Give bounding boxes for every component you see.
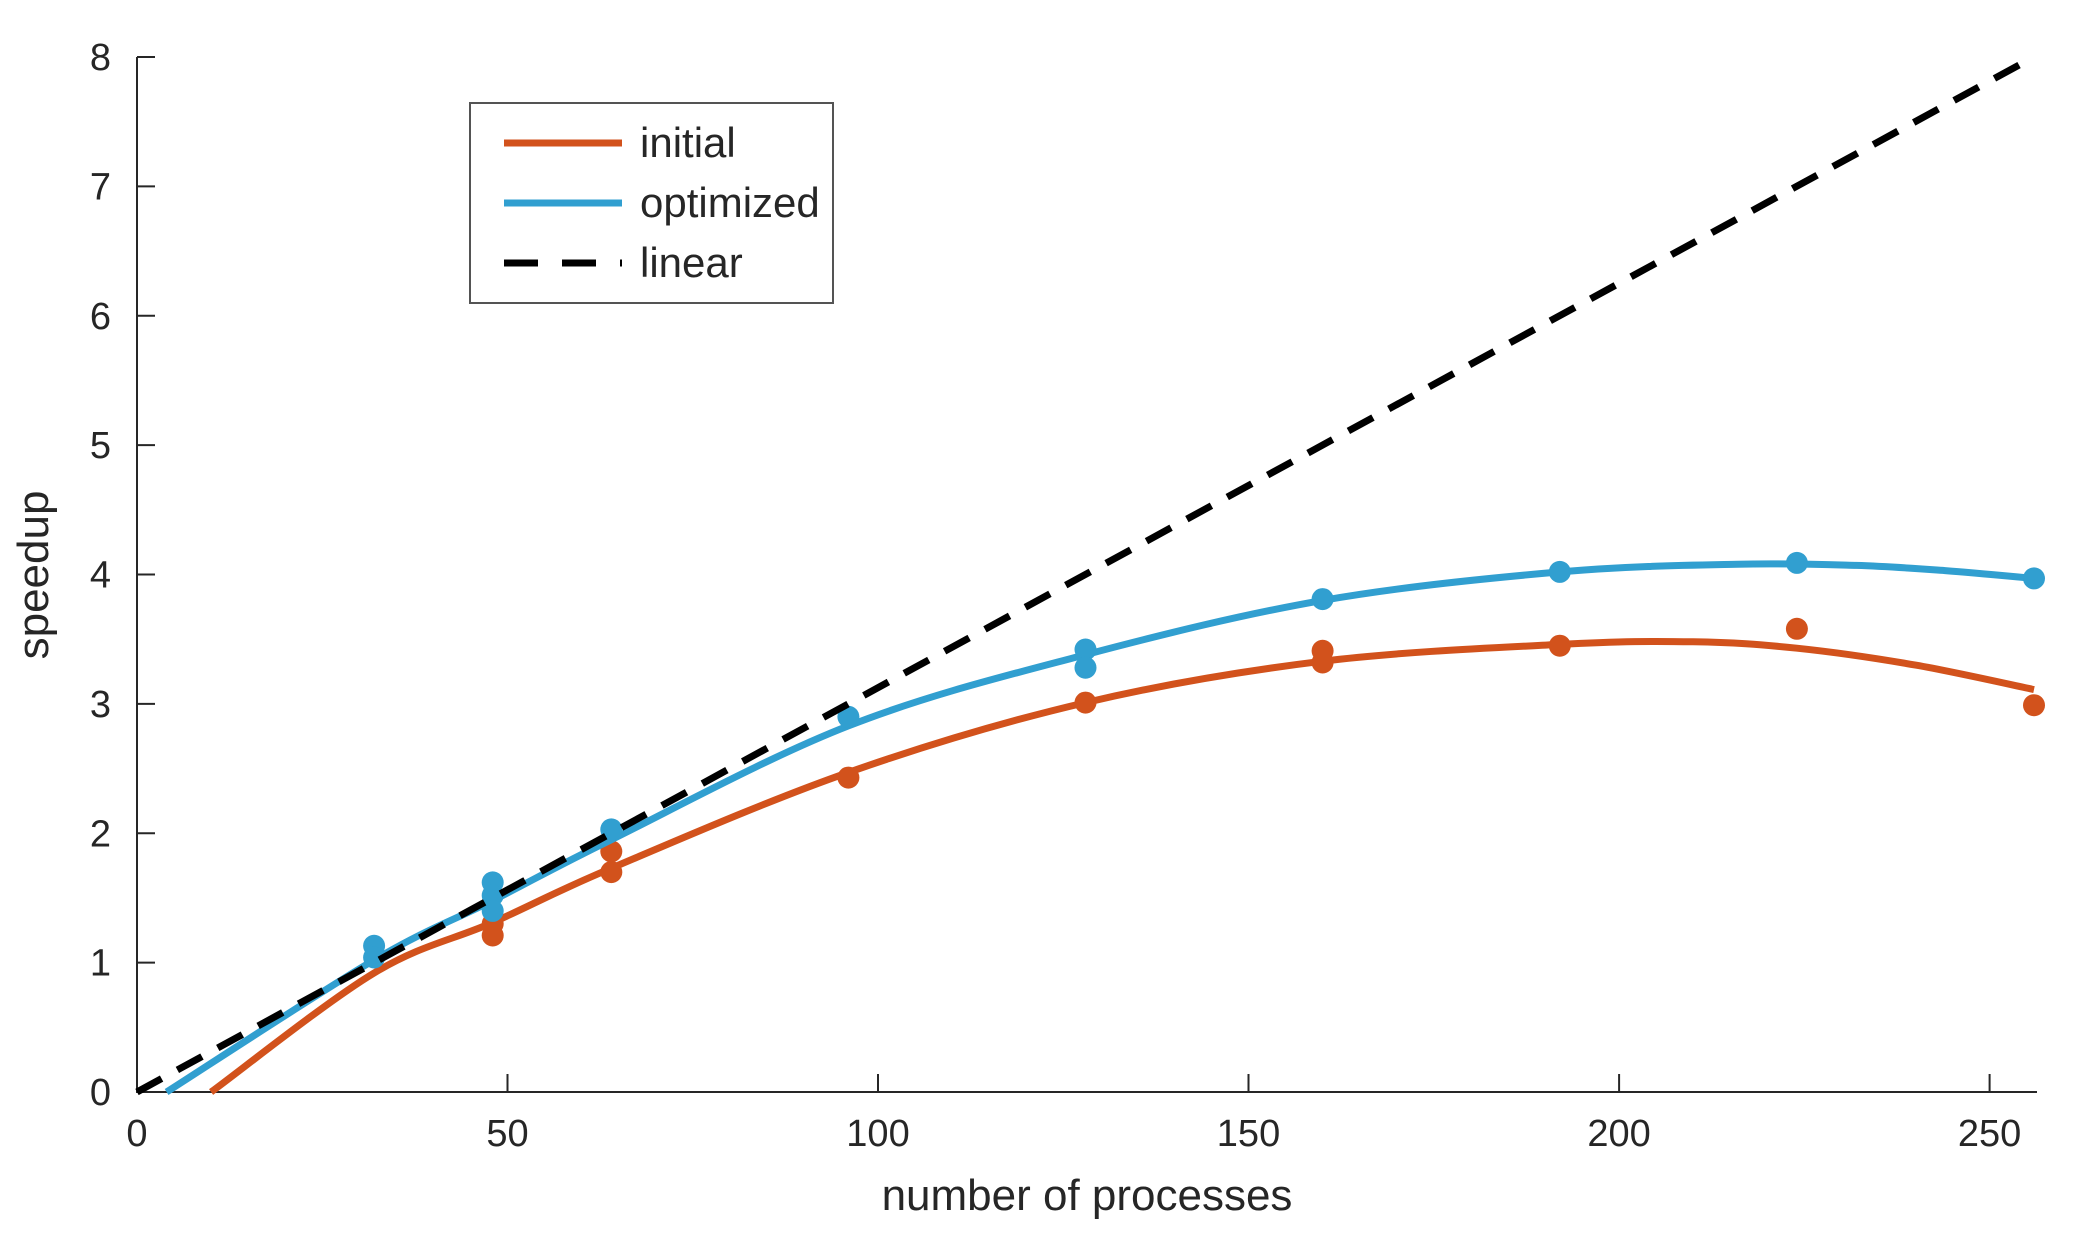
series-optimized-point: [837, 705, 860, 728]
x-tick-label: 0: [126, 1113, 147, 1155]
series-optimized-point: [600, 818, 623, 841]
y-tick-label: 1: [90, 943, 111, 985]
series-initial-point: [600, 861, 623, 884]
series-optimized-point: [481, 899, 504, 922]
x-tick-label: 250: [1958, 1113, 2021, 1155]
series-initial-point: [1074, 691, 1097, 714]
x-axis-label: number of processes: [882, 1171, 1293, 1220]
series-initial-point: [837, 766, 860, 789]
series-optimized-point: [1074, 638, 1097, 661]
axes-layer: 0 50 100 150 200 250 0 1 2 3 4 5 6 7 8: [90, 37, 2037, 1155]
series-linear-curve: [135, 57, 2029, 1096]
y-tick-label: 0: [90, 1072, 111, 1114]
y-tick-label: 5: [90, 425, 111, 467]
series-initial-point: [1311, 651, 1334, 674]
x-tick-label: 100: [846, 1113, 909, 1155]
series-optimized-point: [1548, 560, 1571, 583]
y-axis-label: speedup: [9, 491, 58, 660]
x-tick-label: 50: [486, 1113, 528, 1155]
series-optimized-point: [363, 946, 386, 969]
x-tick-label: 200: [1587, 1113, 1650, 1155]
series-optimized-point: [481, 884, 504, 907]
legend-label-optimized: optimized: [640, 179, 820, 226]
y-tick-label: 8: [90, 37, 111, 79]
legend-label-initial: initial: [640, 119, 736, 166]
series-layer: [135, 57, 2045, 1096]
series-initial-point: [2023, 694, 2045, 717]
series-initial-point: [1785, 617, 1808, 640]
series-optimized-point: [1311, 588, 1334, 611]
y-tick-label: 7: [90, 166, 111, 208]
x-tick-label: 150: [1217, 1113, 1280, 1155]
series-initial-curve: [209, 637, 2035, 1095]
y-tick-label: 4: [90, 555, 111, 597]
series-optimized-point: [1074, 656, 1097, 679]
y-tick-label: 6: [90, 296, 111, 338]
series-optimized-point: [2023, 567, 2045, 590]
legend-box: [469, 102, 834, 304]
series-initial-point: [1548, 634, 1571, 657]
legend-layer: initial optimized linear: [469, 102, 834, 304]
y-tick-label: 2: [90, 813, 111, 855]
y-tick-label: 3: [90, 684, 111, 726]
series-initial-point: [481, 924, 504, 947]
legend-label-linear: linear: [640, 239, 743, 286]
series-optimized-point: [1785, 551, 1808, 574]
